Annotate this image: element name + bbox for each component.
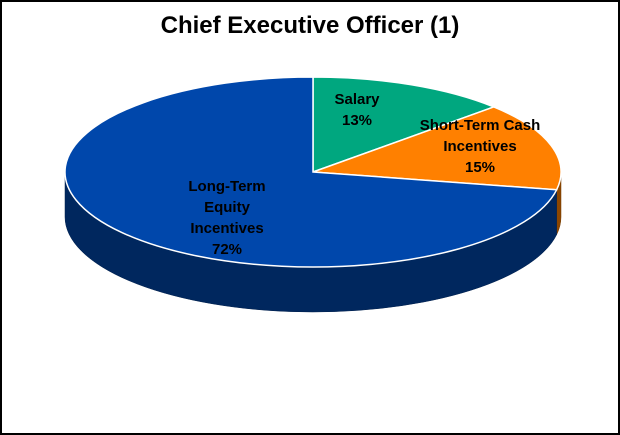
slice-value-label: 13% [341, 112, 373, 129]
slice-value-label: 15% [464, 159, 496, 176]
chart-title: Chief Executive Officer (1) [160, 12, 460, 39]
slice-value-label: 72% [211, 241, 243, 258]
slice [312, 106, 562, 191]
slice-label: Long-Term Equity Incentives [188, 178, 266, 237]
slice-label: Salary [334, 91, 380, 108]
slice-label: Short-Term Cash Incentives [419, 117, 541, 155]
slice [312, 76, 496, 174]
slice [64, 76, 558, 268]
